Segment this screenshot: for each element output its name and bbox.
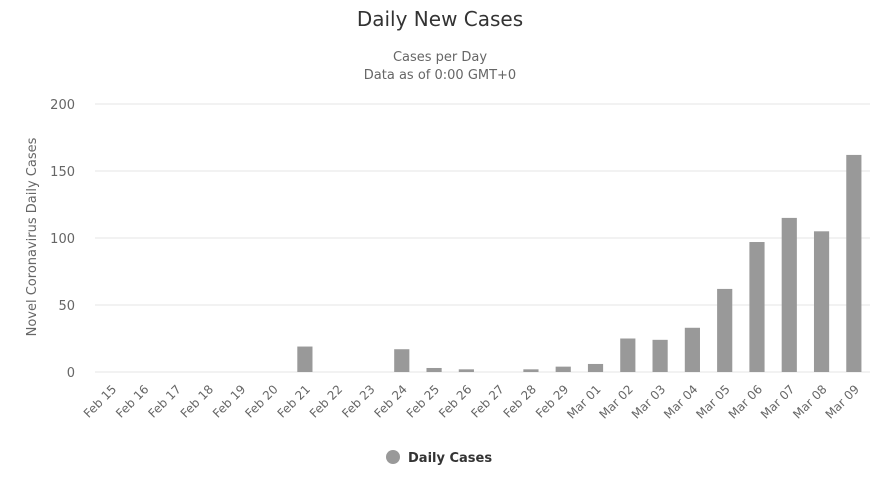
x-tick-label: Feb 25 xyxy=(404,382,442,420)
x-tick-label: Mar 03 xyxy=(629,382,668,421)
legend-item[interactable]: Daily Cases xyxy=(386,450,492,466)
y-tick-label: 50 xyxy=(58,299,75,314)
x-tick-label: Feb 18 xyxy=(178,382,216,420)
y-tick-label: 200 xyxy=(50,98,75,113)
x-tick-label: Mar 08 xyxy=(790,382,829,421)
x-tick-label: Mar 09 xyxy=(823,382,862,421)
x-tick-label: Feb 16 xyxy=(113,382,151,420)
legend-marker-icon xyxy=(386,450,400,464)
bar[interactable] xyxy=(717,288,733,372)
y-axis-ticks: 0 50 100 150 200 xyxy=(50,98,75,381)
x-tick-label: Feb 26 xyxy=(436,382,474,420)
bar-series xyxy=(297,154,862,373)
x-tick-label: Mar 01 xyxy=(564,382,603,421)
x-tick-label: Feb 24 xyxy=(371,382,409,420)
chart-title: Daily New Cases xyxy=(357,7,523,31)
x-tick-label: Feb 15 xyxy=(81,382,119,420)
bar[interactable] xyxy=(458,369,474,372)
y-tick-label: 150 xyxy=(50,165,75,180)
bar[interactable] xyxy=(555,366,571,372)
y-tick-label: 100 xyxy=(50,232,75,247)
chart-subtitle-date: Data as of 0:00 GMT+0 xyxy=(364,68,516,83)
y-axis-title: Novel Coronavirus Daily Cases xyxy=(25,137,40,336)
x-tick-label: Feb 29 xyxy=(533,382,571,420)
bar[interactable] xyxy=(684,327,700,372)
x-tick-label: Mar 05 xyxy=(693,382,732,421)
x-tick-label: Feb 19 xyxy=(210,382,248,420)
x-tick-label: Feb 28 xyxy=(501,382,539,420)
bar[interactable] xyxy=(587,363,604,372)
bar[interactable] xyxy=(394,349,410,372)
bar[interactable] xyxy=(749,242,765,372)
x-tick-label: Feb 17 xyxy=(145,382,183,420)
grid-lines xyxy=(95,103,870,373)
x-tick-label: Feb 20 xyxy=(242,382,280,420)
bar[interactable] xyxy=(523,369,539,372)
x-tick-label: Mar 04 xyxy=(661,382,700,421)
x-tick-label: Mar 02 xyxy=(597,382,636,421)
legend-label: Daily Cases xyxy=(408,451,492,466)
chart-subtitle: Cases per Day xyxy=(393,50,487,65)
x-tick-label: Feb 21 xyxy=(275,382,313,420)
bar[interactable] xyxy=(297,346,313,372)
x-tick-label: Mar 06 xyxy=(726,382,765,421)
bar[interactable] xyxy=(781,217,797,372)
x-tick-label: Mar 07 xyxy=(758,382,797,421)
x-tick-label: Feb 22 xyxy=(307,382,345,420)
bar[interactable] xyxy=(426,367,442,372)
y-tick-label: 0 xyxy=(67,366,75,381)
x-tick-label: Feb 23 xyxy=(339,382,377,420)
bar[interactable] xyxy=(620,338,636,373)
x-tick-label: Feb 27 xyxy=(468,382,506,420)
bar[interactable] xyxy=(846,154,862,372)
bar[interactable] xyxy=(813,231,830,372)
bar[interactable] xyxy=(652,339,668,372)
